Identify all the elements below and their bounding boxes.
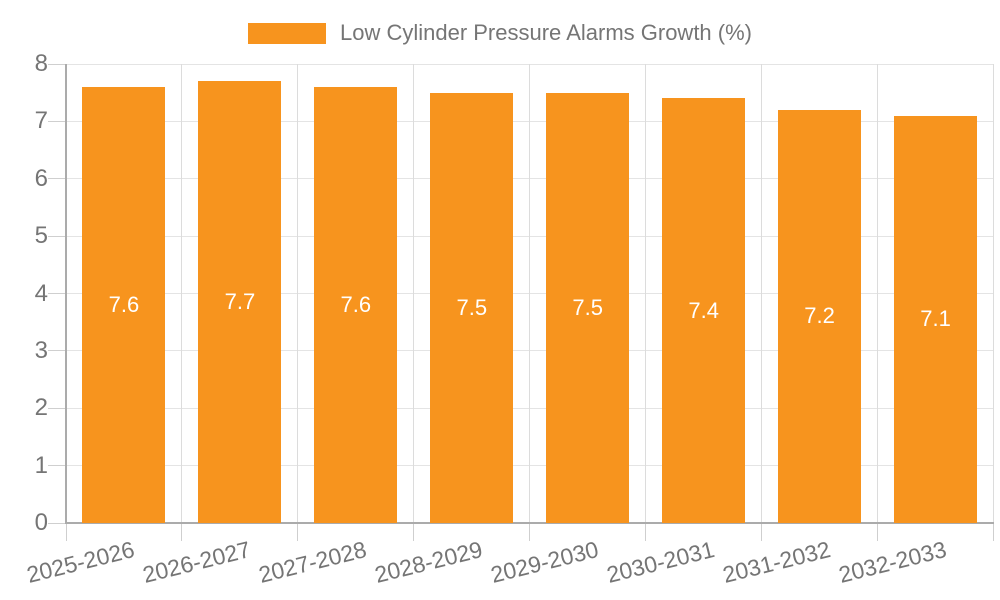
y-tick	[48, 63, 66, 65]
x-tick-label: 2027-2028	[255, 536, 369, 588]
y-tick	[48, 350, 66, 352]
bar-value-label: 7.6	[108, 291, 140, 317]
x-tick-label: 2026-2027	[139, 536, 253, 588]
x-gridline	[181, 64, 183, 523]
bar[interactable]: 7.6	[82, 86, 166, 523]
y-tick-label: 0	[34, 509, 48, 536]
x-tick	[297, 523, 299, 541]
y-tick-label: 6	[34, 164, 48, 192]
x-tick	[65, 523, 67, 541]
y-axis-line	[65, 64, 67, 523]
x-tick	[413, 523, 415, 541]
x-tick-label: 2025-2026	[23, 536, 138, 588]
x-gridline	[529, 64, 531, 523]
y-tick	[48, 465, 66, 467]
bar-value-label: 7.2	[804, 303, 835, 329]
y-tick-label: 4	[34, 279, 48, 307]
bar-value-label: 7.7	[224, 289, 256, 315]
y-tick-label: 2	[34, 394, 48, 422]
x-tick	[877, 523, 879, 541]
x-axis-line	[65, 522, 994, 524]
x-tick	[529, 523, 531, 541]
bar-value-label: 7.5	[572, 294, 604, 320]
bar[interactable]: 7.1	[894, 115, 978, 523]
bar-value-label: 7.5	[456, 294, 488, 320]
y-tick-label: 3	[34, 336, 48, 364]
y-tick-label: 7	[34, 107, 48, 135]
y-tick	[48, 522, 66, 524]
x-tick-label: 2030-2031	[603, 536, 717, 588]
bar[interactable]: 7.6	[314, 86, 398, 523]
x-tick-label: 2032-2033	[835, 536, 949, 588]
bar[interactable]: 7.5	[546, 92, 630, 523]
y-tick	[48, 120, 66, 122]
x-gridline	[645, 64, 647, 523]
legend-swatch-icon	[247, 22, 326, 44]
y-tick	[48, 407, 66, 409]
y-tick	[48, 293, 66, 294]
x-tick	[181, 523, 183, 541]
x-gridline	[993, 64, 994, 523]
bar-value-label: 7.1	[920, 306, 951, 332]
bar[interactable]: 7.4	[662, 98, 746, 523]
x-tick	[645, 523, 647, 541]
y-tick-label: 8	[34, 50, 48, 77]
x-tick-label: 2028-2029	[371, 536, 485, 588]
y-tick	[48, 178, 66, 180]
bar-value-label: 7.4	[688, 297, 719, 323]
bar[interactable]: 7.5	[430, 92, 514, 523]
legend-series-label: Low Cylinder Pressure Alarms Growth (%)	[339, 20, 752, 45]
y-tick	[48, 235, 66, 237]
x-tick	[761, 523, 763, 541]
x-gridline	[877, 64, 879, 523]
x-gridline	[413, 64, 415, 523]
legend: Low Cylinder Pressure Alarms Growth (%)	[0, 21, 1000, 45]
x-gridline	[297, 64, 299, 523]
x-gridline	[761, 64, 763, 523]
x-tick-label: 2031-2032	[719, 536, 833, 588]
bar[interactable]: 7.2	[778, 109, 862, 523]
y-tick-label: 5	[34, 222, 48, 250]
x-tick-label: 2029-2030	[487, 536, 601, 588]
bar[interactable]: 7.7	[198, 81, 282, 523]
bar-value-label: 7.6	[340, 291, 372, 317]
x-tick	[993, 523, 994, 541]
y-tick-label: 1	[34, 451, 48, 479]
